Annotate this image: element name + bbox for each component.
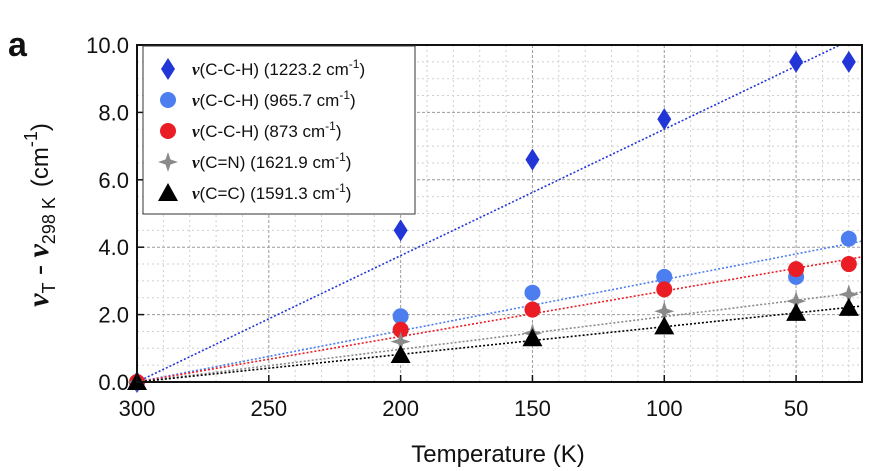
x-axis-title: Temperature (K) <box>411 441 584 468</box>
x-tick-label: 300 <box>119 396 156 421</box>
legend: ν(C-C-H) (1223.2 cm-1) ν(C-C-H) (965.7 c… <box>142 45 416 215</box>
y-title-sub-t: T <box>39 283 59 294</box>
x-tick-label: 150 <box>514 396 551 421</box>
fit-line-series-0 <box>136 44 841 383</box>
y-tick-label: 6.0 <box>98 168 129 193</box>
legend-entry-4: ν(C=C) (1591.3 cm-1) <box>192 181 351 203</box>
data-point-series-4 <box>390 345 411 364</box>
data-point-series-0 <box>657 108 672 131</box>
y-title-nu2: ν <box>22 244 55 258</box>
legend-marker-3 <box>158 152 178 172</box>
y-title-unit-sup: -1 <box>21 131 41 147</box>
y-tick-label: 8.0 <box>98 100 129 125</box>
legend-marker-1 <box>160 92 176 108</box>
x-tick-label: 50 <box>784 396 808 421</box>
data-point-series-2 <box>524 301 541 318</box>
fit-line-series-1 <box>136 240 863 383</box>
legend-entry-3: ν(C=N) (1621.9 cm-1) <box>192 150 351 172</box>
data-point-series-0 <box>525 148 540 171</box>
y-title-unit: (cm <box>27 147 54 187</box>
plot-frame <box>136 44 863 383</box>
data-point-series-1 <box>392 308 409 325</box>
legend-marker-2 <box>160 123 176 139</box>
x-tick-label: 200 <box>382 396 419 421</box>
data-point-series-4 <box>838 297 859 316</box>
data-point-series-3 <box>838 284 859 305</box>
panel-label: a <box>8 26 28 64</box>
data-point-series-2 <box>392 321 409 338</box>
y-title-unit-close: ) <box>27 123 54 131</box>
data-point-series-4 <box>522 328 543 347</box>
data-point-series-0 <box>841 50 856 73</box>
fit-lines <box>136 44 863 383</box>
legend-marker-0 <box>161 58 175 80</box>
data-point-series-4 <box>654 316 675 335</box>
legend-entry-2: ν(C-C-H) (873 cm-1) <box>192 119 342 141</box>
y-axis-title: νT - ν298 K(cm-1) <box>21 123 59 307</box>
legend-entry-1: ν(C-C-H) (965.7 cm-1) <box>192 88 356 110</box>
data-point-series-2 <box>840 256 857 273</box>
y-tick-label: 4.0 <box>98 235 129 260</box>
fit-line-series-4 <box>136 305 863 383</box>
y-title-nu: ν <box>22 293 55 307</box>
data-point-series-1 <box>656 268 673 285</box>
legend-marker-4 <box>158 183 178 201</box>
legend-entry-0: ν(C-C-H) (1223.2 cm-1) <box>192 57 365 79</box>
x-tick-label: 250 <box>250 396 287 421</box>
y-tick-label: 0.0 <box>98 370 129 395</box>
data-point-series-2 <box>788 261 805 278</box>
y-tick-label: 10.0 <box>86 33 129 58</box>
data-point-series-3 <box>390 331 411 352</box>
y-title-dash: - <box>22 258 55 283</box>
data-point-series-4 <box>786 302 807 321</box>
x-axis: 300 250 200 150 100 50 <box>119 375 808 421</box>
legend-box <box>142 45 416 215</box>
data-point-series-0 <box>789 50 804 73</box>
data-point-series-0 <box>393 219 408 242</box>
y-axis: 0.0 2.0 4.0 6.0 8.0 10.0 <box>86 33 144 395</box>
fit-line-series-3 <box>136 291 863 383</box>
data-point-series-3 <box>654 301 675 322</box>
svg-text:νT - ν298 K(cm-1): νT - ν298 K(cm-1) <box>21 123 59 307</box>
y-title-sub-298: 298 K <box>39 197 59 244</box>
fit-line-series-2 <box>136 256 863 383</box>
legend-markers <box>158 58 178 201</box>
data-point-series-1 <box>840 230 857 247</box>
data-point-series-2 <box>656 281 673 298</box>
data-point-series-1 <box>524 284 541 301</box>
x-tick-label: 100 <box>646 396 683 421</box>
data-point-series-3 <box>786 291 807 312</box>
y-tick-label: 2.0 <box>98 303 129 328</box>
